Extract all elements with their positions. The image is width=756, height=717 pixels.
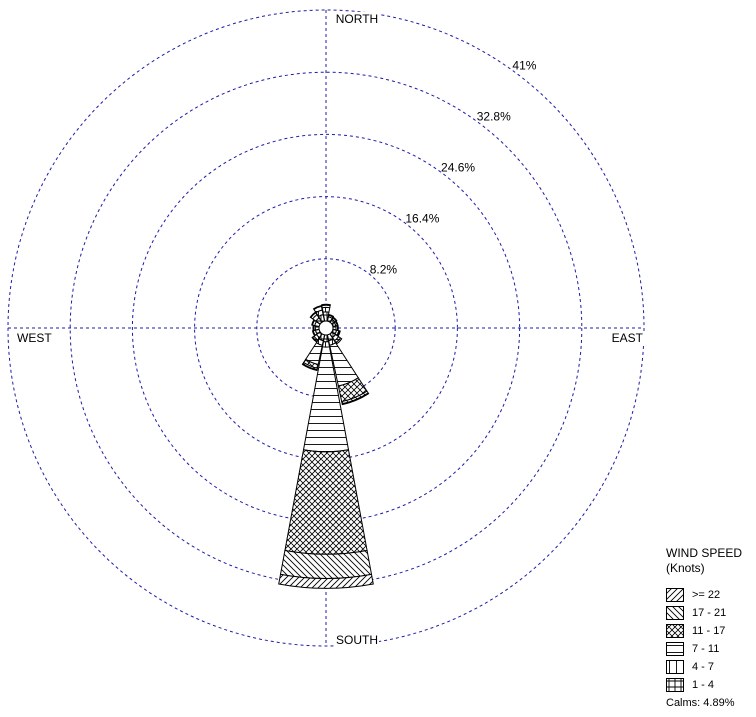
legend-label: 1 - 4: [692, 679, 715, 691]
wedge-s-speed-5: [278, 573, 374, 589]
legend-title: WIND SPEED: [666, 546, 743, 560]
wedge-n-speed-1: [321, 306, 331, 313]
wedge-nne-speed-2: [328, 313, 335, 318]
wind-speed-legend: WIND SPEED (Knots) >= 22 17 - 21 11 - 17 7 …: [666, 546, 756, 709]
direction-labels: NORTH SOUTH EAST WEST: [16, 12, 645, 647]
calm-center-circle: [318, 320, 334, 336]
legend-swatch: [666, 606, 684, 620]
wedge-s-speed-4: [279, 549, 373, 579]
wedge-nnw-speed-3: [312, 304, 322, 311]
legend-item: 7 - 11: [666, 640, 756, 658]
radial-tick-labels: 8.2% 16.4% 24.6% 32.8% 41%: [370, 59, 537, 277]
legend-swatch: [666, 642, 684, 656]
legend-item: 11 - 17: [666, 622, 756, 640]
legend-swatch: [666, 660, 684, 674]
radial-tick-label: 8.2%: [370, 262, 398, 276]
legend-item: >= 22: [666, 586, 756, 604]
wedge-e-speed-2: [336, 325, 339, 331]
wedge-se-speed-3: [335, 337, 343, 345]
legend-label: 4 - 7: [692, 661, 715, 673]
wedge-s-speed-0: [322, 334, 330, 343]
direction-label-north: NORTH: [336, 12, 378, 26]
radial-tick-label: 32.8%: [477, 109, 511, 123]
legend-label: 7 - 11: [692, 643, 720, 655]
legend-label: 11 - 17: [692, 625, 726, 637]
legend-item: 1 - 4: [666, 676, 756, 694]
legend-item: 17 - 21: [666, 604, 756, 622]
calms-label: Calms: 4.89%: [666, 697, 735, 709]
direction-label-east: EAST: [612, 331, 644, 345]
legend-items: >= 22 17 - 21 11 - 17 7 - 11 4 - 7 1 - 4: [666, 586, 756, 694]
direction-label-south: SOUTH: [336, 633, 378, 647]
wedge-sse-speed-5: [341, 392, 370, 406]
direction-label-west: WEST: [17, 331, 52, 345]
wedge-nw-speed-3: [309, 311, 317, 319]
radial-tick-label: 16.4%: [405, 211, 439, 225]
wind-rose-segments: [278, 303, 374, 589]
wedge-wsw-speed-2: [311, 330, 316, 337]
legend-label: >= 22: [692, 589, 721, 601]
wedge-s-speed-1: [321, 341, 331, 348]
wedge-s-speed-3: [284, 449, 368, 555]
legend-units: (Knots): [666, 561, 705, 575]
radial-tick-label: 41%: [512, 59, 536, 73]
legend-swatch: [666, 624, 684, 638]
wedge-n-speed-3: [321, 303, 331, 307]
legend-swatch: [666, 678, 684, 692]
wedge-w-speed-2: [312, 325, 315, 331]
legend-swatch: [666, 588, 684, 602]
wedge-ssw-speed-5: [301, 363, 318, 372]
wedge-sw-speed-3: [311, 336, 318, 343]
wedge-ne-speed-2: [332, 316, 338, 322]
grid-ring-4: [69, 71, 583, 585]
legend-item: 4 - 7: [666, 658, 756, 676]
legend-label: 17 - 21: [692, 607, 727, 619]
radial-tick-label: 24.6%: [441, 160, 475, 174]
